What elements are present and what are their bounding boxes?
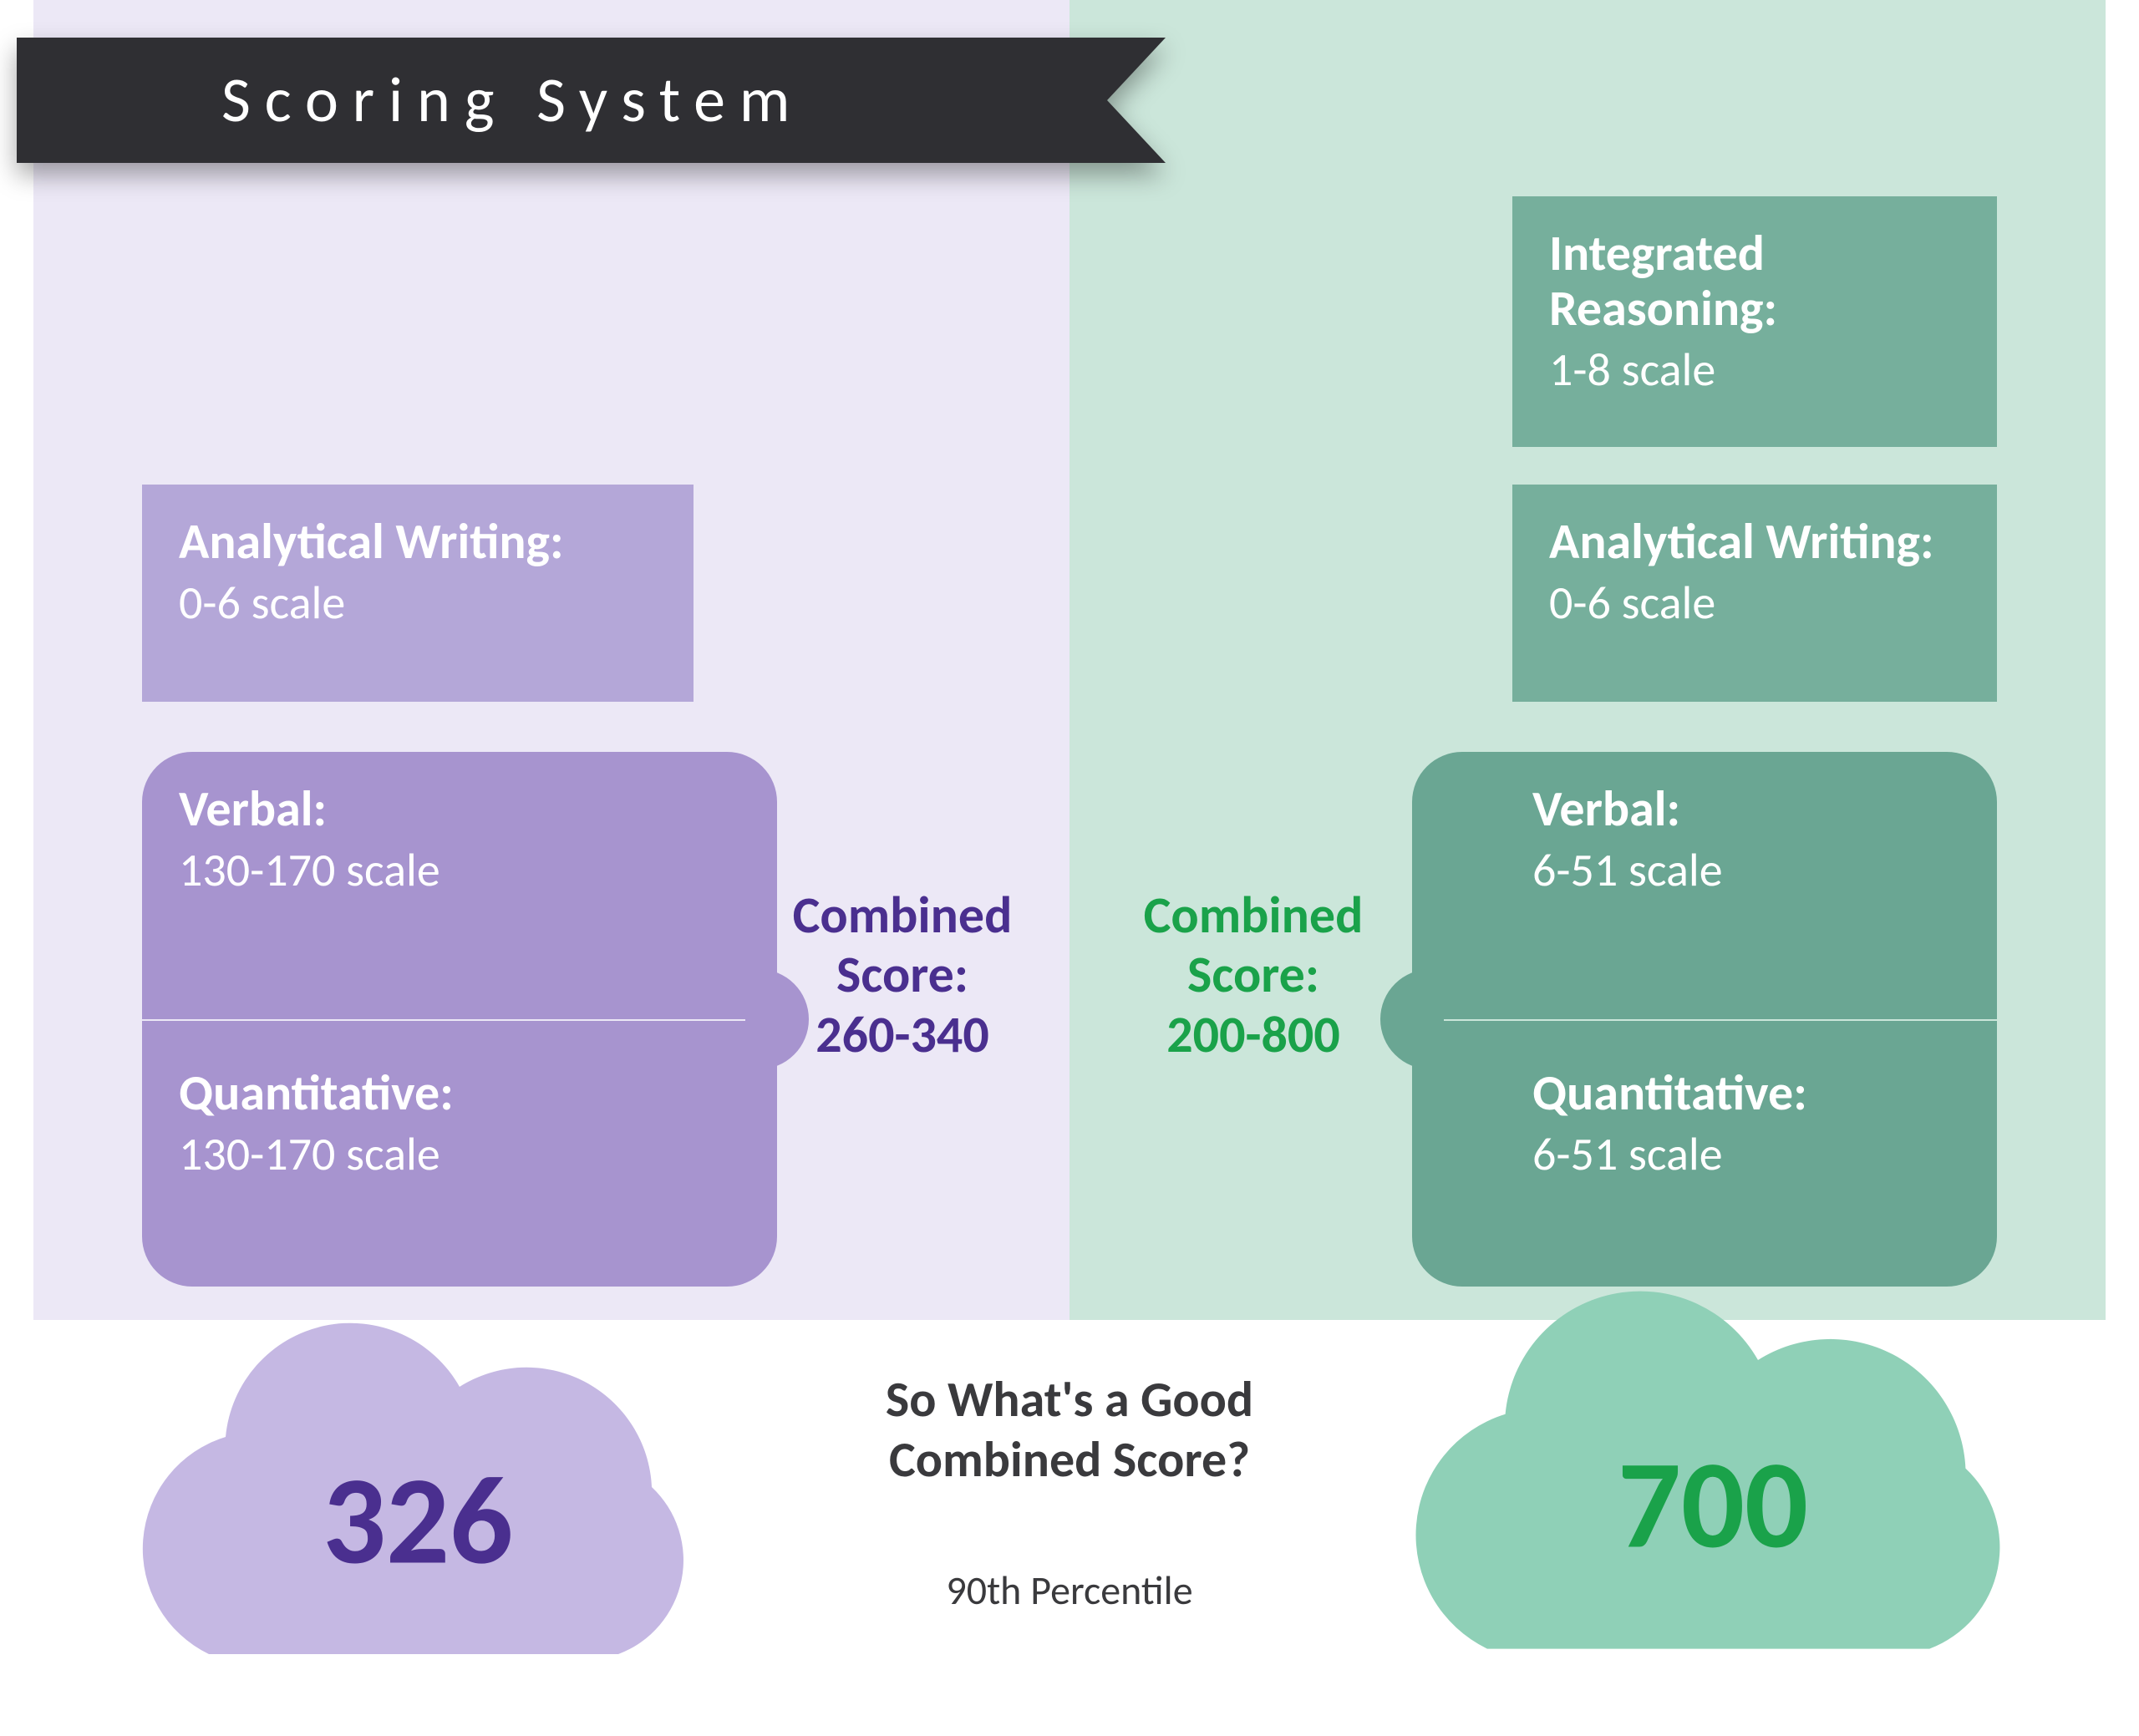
- left-verbal-box: Verbal: 130-170 scale: [142, 752, 777, 929]
- left-verbal-label: Verbal:: [179, 782, 740, 837]
- right-quant-box: Quantitative: 6-51 scale: [1496, 1036, 1997, 1213]
- left-analytical-label: Analytical Writing:: [179, 515, 657, 570]
- right-combined-l1: Combined: [1078, 886, 1429, 945]
- right-verbal-scale: 6-51 scale: [1532, 842, 1960, 899]
- left-cloud: 326: [109, 1303, 727, 1721]
- right-quant-label: Quantitative:: [1532, 1066, 1960, 1121]
- right-analytical-label: Analytical Writing:: [1549, 515, 1960, 570]
- right-analytical-scale: 0-6 scale: [1549, 575, 1960, 632]
- left-quant-scale: 130-170 scale: [179, 1126, 740, 1183]
- infographic-canvas: Scoring System Analytical Writing: 0-6 s…: [33, 0, 2106, 1736]
- right-verbal-box: Verbal: 6-51 scale: [1496, 752, 1997, 929]
- right-cloud: 700: [1370, 1270, 2055, 1721]
- left-cloud-score: 326: [109, 1444, 727, 1597]
- right-verbal-label: Verbal:: [1532, 782, 1960, 837]
- left-combined-l2: Score:: [727, 945, 1078, 1004]
- right-quant-scale: 6-51 scale: [1532, 1126, 1960, 1183]
- left-combined-score: Combined Score: 260-340: [727, 886, 1078, 1064]
- right-integrated-label: Integrated Reasoning:: [1549, 226, 1960, 337]
- right-combined-l2: Score:: [1078, 945, 1429, 1004]
- right-combined-range: 200-800: [1078, 1005, 1429, 1064]
- left-analytical-box: Analytical Writing: 0-6 scale: [142, 485, 694, 702]
- left-quant-label: Quantitative:: [179, 1066, 740, 1121]
- header-ribbon: Scoring System: [17, 38, 1107, 163]
- right-cloud-score: 700: [1370, 1428, 2055, 1581]
- right-integrated-scale: 1-8 scale: [1549, 342, 1960, 398]
- left-analytical-scale: 0-6 scale: [179, 575, 657, 632]
- left-combined-range: 260-340: [727, 1005, 1078, 1064]
- left-verbal-scale: 130-170 scale: [179, 842, 740, 899]
- left-combined-l1: Combined: [727, 886, 1078, 945]
- right-bracket: Verbal: 6-51 scale Quantitative: 6-51 sc…: [1412, 752, 1997, 1287]
- right-combined-score: Combined Score: 200-800: [1078, 886, 1429, 1064]
- header-title: Scoring System: [221, 62, 804, 139]
- left-quant-box: Quantitative: 130-170 scale: [142, 1036, 777, 1213]
- right-analytical-box: Analytical Writing: 0-6 scale: [1512, 485, 1997, 702]
- right-integrated-box: Integrated Reasoning: 1-8 scale: [1512, 196, 1997, 447]
- left-bracket: Verbal: 130-170 scale Quantitative: 130-…: [142, 752, 777, 1287]
